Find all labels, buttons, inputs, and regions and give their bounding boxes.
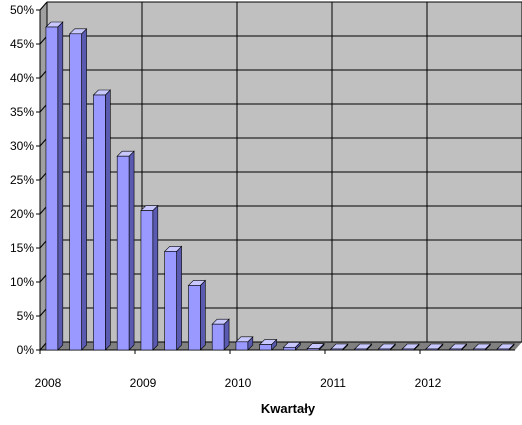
bar bbox=[330, 343, 349, 351]
bar-side bbox=[57, 21, 64, 351]
x-tick-label: 2012 bbox=[415, 376, 442, 390]
bar-front bbox=[378, 348, 391, 351]
bar-front bbox=[401, 348, 415, 351]
bar bbox=[377, 343, 397, 351]
bar-front bbox=[425, 348, 439, 351]
bar-front bbox=[116, 155, 130, 351]
y-axis-ticks: 0% 5% 10% 15% 20% 25% 30% 35% 40% 45% 50% bbox=[10, 3, 40, 357]
bar bbox=[282, 341, 302, 351]
bar-front bbox=[496, 348, 510, 351]
bar bbox=[235, 336, 254, 351]
x-tick-label: 2011 bbox=[320, 376, 346, 390]
bar-front bbox=[211, 323, 225, 351]
bar bbox=[425, 343, 444, 351]
bar-side bbox=[128, 150, 135, 351]
bar-front bbox=[69, 33, 82, 351]
x-axis-ticks: 2008 2009 2010 2011 2012 bbox=[35, 350, 442, 390]
bar bbox=[211, 318, 230, 351]
x-tick-label: 2010 bbox=[225, 376, 252, 390]
bar-side bbox=[105, 89, 111, 351]
bar bbox=[140, 204, 159, 351]
bar-front bbox=[235, 341, 249, 351]
y-tick-label: 5% bbox=[17, 309, 35, 323]
bar-front bbox=[259, 344, 272, 351]
bar-front bbox=[449, 348, 462, 351]
bar bbox=[401, 343, 420, 351]
y-tick-label: 0% bbox=[17, 343, 35, 357]
x-axis-title: Kwartały bbox=[261, 401, 316, 416]
bar-front bbox=[354, 348, 367, 351]
floor bbox=[40, 342, 522, 350]
bar-front bbox=[330, 348, 344, 351]
bar bbox=[353, 343, 373, 351]
bar-side bbox=[200, 279, 206, 351]
bar-side bbox=[152, 204, 159, 351]
y-tick-label: 45% bbox=[10, 37, 34, 51]
y-tick-label: 50% bbox=[10, 3, 34, 17]
y-tick-label: 30% bbox=[10, 139, 34, 153]
bar bbox=[116, 150, 135, 351]
bar bbox=[472, 343, 492, 351]
y-tick-label: 15% bbox=[10, 241, 34, 255]
gridline-h-side bbox=[39, 1, 48, 11]
bar-front bbox=[45, 26, 59, 351]
y-tick-label: 35% bbox=[10, 105, 34, 119]
x-tick-label: 2008 bbox=[35, 376, 62, 390]
plot-area bbox=[40, 2, 522, 350]
y-tick-label: 20% bbox=[10, 207, 34, 221]
bar-front bbox=[140, 210, 154, 351]
bar bbox=[496, 343, 515, 351]
bar bbox=[163, 245, 183, 351]
bar bbox=[187, 279, 207, 351]
bar bbox=[448, 343, 468, 351]
bar-front bbox=[306, 348, 320, 351]
bar-front bbox=[473, 348, 486, 351]
bar bbox=[45, 21, 64, 351]
x-tick-label: 2009 bbox=[130, 376, 157, 390]
bars bbox=[45, 21, 515, 351]
bar-front bbox=[188, 285, 201, 351]
bar-side bbox=[176, 245, 182, 351]
y-tick-label: 40% bbox=[10, 71, 34, 85]
bar-front bbox=[164, 251, 177, 351]
bar bbox=[92, 89, 112, 351]
bar bbox=[306, 342, 325, 351]
bar-side bbox=[81, 28, 87, 351]
bar-front bbox=[93, 94, 106, 351]
bar-front bbox=[283, 346, 296, 351]
y-tick-label: 10% bbox=[10, 275, 34, 289]
bar bbox=[68, 28, 88, 351]
y-tick-label: 25% bbox=[10, 173, 34, 187]
bar bbox=[258, 338, 278, 351]
